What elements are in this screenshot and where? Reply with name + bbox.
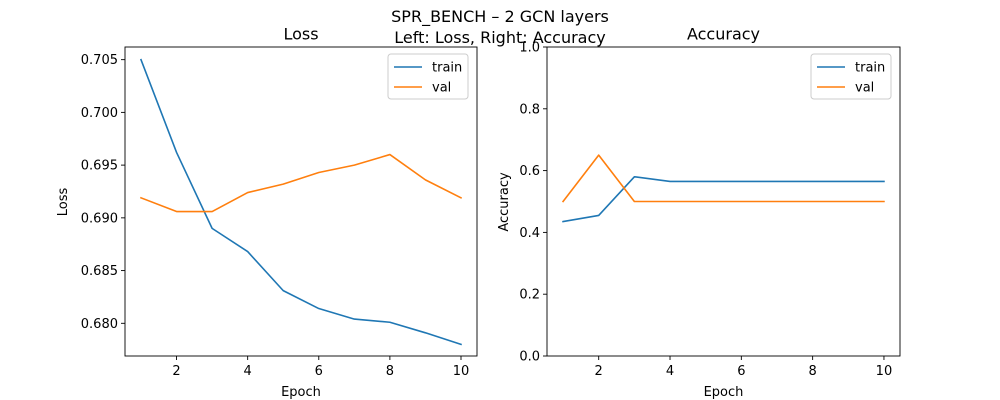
- loss-xtick-label: 4: [244, 364, 252, 379]
- loss-ytick-label: 0.690: [81, 211, 118, 226]
- accuracy-xtick-label: 10: [876, 364, 893, 379]
- loss-legend-label-val: val: [432, 81, 451, 96]
- accuracy-ytick-label: 0.2: [519, 288, 540, 303]
- accuracy-xtick-label: 8: [809, 364, 817, 379]
- accuracy-ytick-label: 0.8: [519, 102, 540, 117]
- loss-xtick-label: 8: [386, 364, 394, 379]
- loss-ytick-label: 0.680: [81, 317, 118, 332]
- figure-title-line1: SPR_BENCH – 2 GCN layers: [391, 7, 609, 27]
- accuracy-legend-label-train: train: [855, 61, 885, 76]
- loss-title: Loss: [283, 25, 318, 44]
- loss-legend-label-train: train: [432, 61, 462, 76]
- loss-ylabel: Loss: [56, 188, 71, 217]
- accuracy-series-val-line: [561, 154, 885, 203]
- loss-xtick-label: 10: [453, 364, 470, 379]
- loss-xlabel: Epoch: [281, 385, 321, 400]
- loss-ytick-label: 0.695: [81, 159, 118, 174]
- accuracy-ytick-label: 1.0: [519, 41, 540, 56]
- accuracy-panel: Accuracy Epoch Accuracy 2 4 6 8 10 0.0 0.2 0.4 0…: [497, 25, 901, 400]
- figure-title-line2: Left: Loss, Right: Accuracy: [394, 28, 606, 47]
- loss-ytick-label: 0.705: [81, 53, 118, 68]
- loss-xtick-label: 6: [315, 364, 323, 379]
- accuracy-series-train-line: [562, 175, 885, 223]
- loss-ytick-label: 0.685: [81, 264, 118, 279]
- loss-ytick-label: 0.700: [81, 106, 118, 121]
- accuracy-title: Accuracy: [687, 25, 760, 44]
- accuracy-ylabel: Accuracy: [497, 172, 512, 232]
- accuracy-xtick-label: 6: [737, 364, 745, 379]
- accuracy-legend-label-val: val: [855, 81, 874, 96]
- loss-panel: Loss Epoch Loss 2 4 6 8 10 0.680 0.685 0.690 0.6…: [56, 25, 478, 400]
- accuracy-xtick-label: 2: [595, 364, 603, 379]
- accuracy-ytick-label: 0.4: [519, 226, 540, 241]
- loss-xtick-label: 2: [172, 364, 180, 379]
- accuracy-axes-frame: [546, 46, 901, 357]
- loss-axes-frame: [124, 46, 478, 357]
- accuracy-xtick-label: 4: [666, 364, 674, 379]
- accuracy-xlabel: Epoch: [704, 385, 744, 400]
- loss-series-val-line: [139, 153, 463, 213]
- loss-series-train-line: [139, 58, 463, 346]
- accuracy-ytick-label: 0.6: [519, 164, 540, 179]
- accuracy-ytick-label: 0.0: [519, 350, 540, 365]
